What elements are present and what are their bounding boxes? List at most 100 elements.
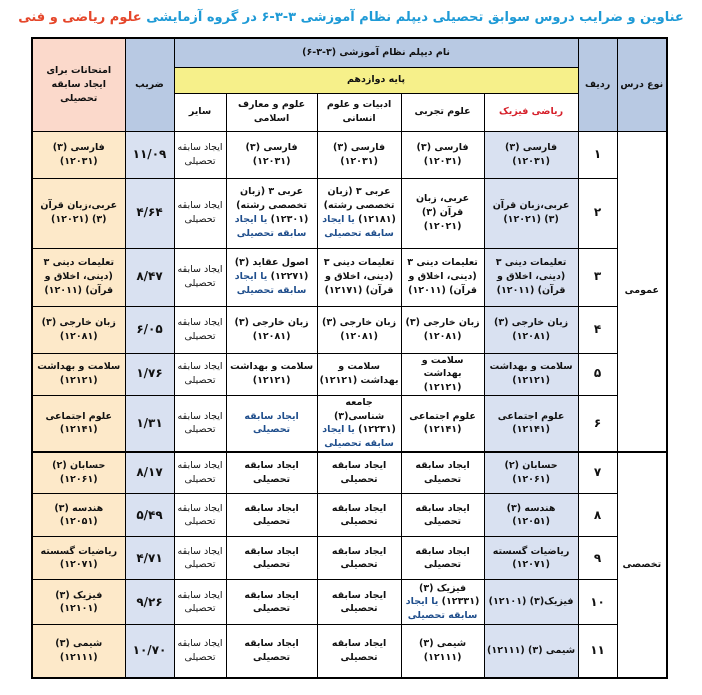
course-text: ایجاد سابقه تحصیلی [415,460,470,486]
course-text: فارسی (۳) (۱۲۰۳۱) [416,141,469,167]
cell-islamic: اصول عقاید (۳) (۱۲۲۷۱) یا ایجاد سابقه تح… [225,247,318,307]
course-text: علوم اجتماعی (۱۲۱۴۱) [409,410,476,436]
course-text: ایجاد سابقه تحصیلی [415,545,470,571]
coefficient: ۸/۱۷ [124,450,175,495]
coefficient: ۴/۷۱ [124,536,175,581]
coefficient: ۱۱/۰۹ [124,130,175,179]
cell-islamic: سلامت و بهداشت (۱۲۱۲۱) [225,352,318,396]
course-text: تعلیمات دینی ۳ (دینی، اخلاق و قرآن) (۱۲۰… [407,257,478,296]
table-row: تخصصی ۷ حسابان (۲) (۱۲۰۶۱) ایجاد سابقه تحصی… [31,450,668,679]
table-row: ۹ ریاضیات گسسته (۱۲۰۷۱) ایجاد سابقه تحصیلی… [31,536,667,581]
cell-other: ایجاد سابقه تحصیلی [173,247,227,307]
header-field-experimental: علوم تجربی [400,92,485,132]
cell-math: حسابان (۲) (۱۲۰۶۱) [483,450,579,495]
course-text: ایجاد سابقه تحصیلی [331,460,387,486]
course-text: فیزیک (۳) (۱۲۳۳۱) [419,582,480,608]
header-grade: پایه دوازدهم [173,66,579,94]
course-text: عربی،زبان قرآن (۳) (۱۲۰۲۱) [492,200,570,225]
cell-humanities: سلامت و بهداشت (۱۲۱۲۱) [316,352,402,396]
header-field-islamic: علوم و معارف اسلامی [225,92,318,132]
coefficient: ۹/۲۶ [124,579,175,626]
exam-course: ریاضیات گسسته (۱۲۰۷۱) [31,536,126,581]
table-row: ۱۰ فیزیک(۳) (۱۲۱۰۱) فیزیک (۳) (۱۲۳۳۱) یا ا… [31,579,667,626]
cell-other: ایجاد سابقه تحصیلی [173,394,227,453]
course-text: ریاضیات گسسته (۱۲۰۷۱) [492,545,570,571]
table-row: ۲ عربی،زبان قرآن (۳) (۱۲۰۲۱) عربی، زبان قر… [31,177,667,249]
course-type-cell: تخصصی [616,450,668,679]
course-text: عربی، زبان قرآن (۳) (۱۲۰۲۱) [415,193,470,232]
course-text: زبان خارجی (۳) (۱۲۰۸۱) [493,316,569,342]
cell-experimental: فارسی (۳) (۱۲۰۳۱) [400,130,485,179]
course-text: زبان خارجی (۳) (۱۲۰۸۱) [234,316,309,342]
exam-course: هندسه (۳) (۱۲۰۵۱) [31,493,126,538]
row-number: ۵ [577,352,618,396]
course-text: سلامت و بهداشت (۱۲۱۲۱) [319,361,399,387]
cell-humanities: جامعه شناسی(۳) (۱۲۲۳۱) یا ایجاد سابقه تح… [316,394,402,453]
cell-other: ایجاد سابقه تحصیلی [173,130,227,179]
alternative-text: یا ایجاد سابقه تحصیلی [322,214,394,239]
exam-course: حسابان (۲) (۱۲۰۶۱) [31,450,126,495]
course-text: فارسی (۳) (۱۲۰۳۱) [505,141,558,167]
table-row: ۳ تعلیمات دینی ۳ (دینی، اخلاق و قرآن) (۱۲… [31,247,667,307]
course-text: ایجاد سابقه تحصیلی [177,545,223,571]
course-text: ایجاد سابقه تحصیلی [177,361,223,387]
cell-other: ایجاد سابقه تحصیلی [173,624,227,679]
course-text: ایجاد سابقه تحصیلی [177,638,223,664]
row-number: ۸ [577,493,618,538]
cell-other: ایجاد سابقه تحصیلی [173,579,227,626]
cell-experimental: سلامت و بهداشت (۱۲۱۲۱) [400,352,485,396]
header-field-math: ریاضی فیزیک [483,92,579,132]
course-text: ایجاد سابقه تحصیلی [177,141,223,167]
course-text: فیزیک(۳) (۱۲۱۰۱) [488,596,574,608]
course-text: زبان خارجی (۳) (۱۲۰۸۱) [321,316,397,342]
exam-course: علوم اجتماعی (۱۲۱۴۱) [31,394,126,453]
header-coefficient: ضریب [124,37,175,132]
exam-course: فیزیک (۳) (۱۲۱۰۱) [31,579,126,626]
exam-course: شیمی (۳) (۱۲۱۱۱) [31,624,126,679]
cell-math: ریاضیات گسسته (۱۲۰۷۱) [483,536,579,581]
title-main: عناوین و ضرایب دروس سوابق تحصیلی دیپلم ن… [146,10,684,25]
cell-math: هندسه (۳) (۱۲۰۵۱) [483,493,579,538]
header-exams: امتحانات برای ایجاد سابقه تحصیلی [31,37,126,132]
coefficient: ۶/۰۵ [124,305,175,354]
alternative-text: یا ایجاد سابقه تحصیلی [405,596,478,622]
alternative-text: ایجاد سابقه تحصیلی [244,410,299,436]
table-row: ۵ سلامت و بهداشت (۱۲۱۲۱) سلامت و بهداشت (۱… [31,352,667,396]
row-number: ۳ [577,247,618,307]
course-text: ایجاد سابقه تحصیلی [331,502,387,528]
cell-math: فیزیک(۳) (۱۲۱۰۱) [483,579,579,626]
coefficient: ۱۰/۷۰ [124,624,175,679]
row-number: ۴ [577,305,618,354]
cell-other: ایجاد سابقه تحصیلی [173,352,227,396]
course-text: ایجاد سابقه تحصیلی [244,589,299,615]
cell-islamic: زبان خارجی (۳) (۱۲۰۸۱) [225,305,318,354]
course-text: اصول عقاید (۳) (۱۲۲۷۱) [234,257,309,283]
course-text: تعلیمات دینی ۳ (دینی، اخلاق و قرآن) (۱۲۰… [495,257,567,296]
course-text: جامعه شناسی(۳) (۱۲۲۳۱) [333,396,396,436]
cell-humanities: ایجاد سابقه تحصیلی [316,579,402,626]
cell-math: فارسی (۳) (۱۲۰۳۱) [483,130,579,179]
course-text: حسابان (۲) (۱۲۰۶۱) [504,460,558,486]
cell-other: ایجاد سابقه تحصیلی [173,493,227,538]
cell-other: ایجاد سابقه تحصیلی [173,536,227,581]
coefficient: ۵/۴۹ [124,493,175,538]
row-number: ۱ [577,130,618,179]
course-text: علوم اجتماعی (۱۲۱۴۱) [497,410,565,436]
course-text: ایجاد سابقه تحصیلی [415,502,470,528]
cell-other: ایجاد سابقه تحصیلی [173,177,227,249]
cell-experimental: عربی، زبان قرآن (۳) (۱۲۰۲۱) [400,177,485,249]
exam-course: تعلیمات دینی ۳ (دینی، اخلاق و قرآن) (۱۲۰… [31,247,126,307]
cell-math: سلامت و بهداشت (۱۲۱۲۱) [483,352,579,396]
cell-math: زبان خارجی (۳) (۱۲۰۸۱) [483,305,579,354]
cell-islamic: ایجاد سابقه تحصیلی [225,624,318,679]
exam-course: فارسی (۳) (۱۲۰۳۱) [31,130,126,179]
cell-humanities: ایجاد سابقه تحصیلی [316,493,402,538]
course-text: ایجاد سابقه تحصیلی [244,545,299,571]
course-text: زبان خارجی (۳) (۱۲۰۸۱) [405,316,480,342]
course-text: ایجاد سابقه تحصیلی [177,200,223,225]
course-type-cell: عمومی [616,130,668,453]
cell-islamic: عربی ۳ (زبان تخصصی رشته) (۱۲۳۰۱) یا ایجا… [225,177,318,249]
cell-islamic: ایجاد سابقه تحصیلی [225,450,318,495]
cell-islamic: ایجاد سابقه تحصیلی [225,394,318,453]
course-text: ایجاد سابقه تحصیلی [177,502,223,528]
